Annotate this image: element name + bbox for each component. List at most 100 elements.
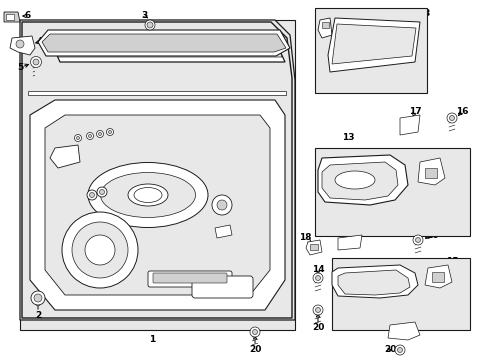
Polygon shape: [317, 155, 407, 205]
Polygon shape: [20, 20, 294, 320]
Bar: [20, 20, 294, 330]
Circle shape: [34, 294, 42, 302]
Circle shape: [99, 189, 104, 194]
Text: 20: 20: [383, 346, 395, 355]
Circle shape: [76, 136, 80, 139]
Polygon shape: [30, 100, 285, 310]
Text: 19: 19: [376, 321, 388, 330]
Polygon shape: [42, 34, 285, 52]
Circle shape: [249, 327, 260, 337]
Circle shape: [315, 275, 320, 280]
Circle shape: [312, 305, 323, 315]
Circle shape: [97, 187, 107, 197]
Polygon shape: [337, 235, 361, 250]
Ellipse shape: [101, 172, 195, 217]
Polygon shape: [215, 225, 231, 238]
Circle shape: [217, 200, 226, 210]
Polygon shape: [4, 12, 20, 22]
Circle shape: [86, 132, 93, 139]
Circle shape: [448, 116, 453, 121]
Circle shape: [31, 291, 45, 305]
Polygon shape: [22, 22, 291, 318]
Text: 17: 17: [356, 229, 368, 238]
Ellipse shape: [88, 162, 207, 228]
Polygon shape: [305, 240, 321, 255]
Text: 12: 12: [243, 224, 256, 233]
Polygon shape: [45, 115, 269, 295]
Circle shape: [397, 347, 402, 352]
Bar: [28, 91, 285, 95]
Polygon shape: [35, 65, 289, 315]
Bar: [431, 272, 443, 282]
Polygon shape: [20, 62, 294, 320]
FancyBboxPatch shape: [148, 271, 231, 287]
Text: 3: 3: [142, 10, 148, 19]
Bar: [6, 14, 14, 20]
Bar: [314, 8, 426, 93]
Polygon shape: [317, 18, 331, 38]
FancyBboxPatch shape: [192, 276, 252, 298]
Text: 7: 7: [274, 45, 281, 54]
Polygon shape: [55, 46, 282, 57]
Circle shape: [30, 57, 41, 68]
Circle shape: [415, 238, 420, 243]
Text: 15: 15: [425, 193, 437, 202]
Text: 15: 15: [445, 257, 457, 266]
Bar: [424, 168, 436, 178]
Text: 2: 2: [35, 310, 41, 320]
Circle shape: [96, 130, 103, 138]
Circle shape: [108, 130, 111, 134]
Bar: [309, 244, 317, 250]
Text: 20: 20: [248, 346, 261, 355]
Polygon shape: [424, 265, 451, 288]
Text: 1: 1: [148, 336, 155, 345]
Circle shape: [87, 190, 97, 200]
Bar: [314, 148, 469, 236]
Polygon shape: [321, 162, 397, 200]
Polygon shape: [50, 40, 285, 62]
Text: 16: 16: [455, 108, 468, 117]
Circle shape: [106, 129, 113, 135]
Text: 18: 18: [298, 234, 311, 243]
Text: 16: 16: [425, 230, 437, 239]
Circle shape: [88, 135, 91, 138]
Circle shape: [394, 345, 404, 355]
Circle shape: [312, 273, 323, 283]
Polygon shape: [10, 36, 35, 55]
Polygon shape: [399, 115, 419, 135]
Text: 9: 9: [316, 77, 323, 86]
Circle shape: [62, 212, 138, 288]
Ellipse shape: [128, 184, 168, 206]
Text: 11: 11: [56, 157, 68, 166]
Circle shape: [89, 193, 94, 198]
Circle shape: [147, 22, 153, 28]
Circle shape: [252, 329, 257, 334]
Text: 5: 5: [17, 63, 23, 72]
Circle shape: [412, 235, 422, 245]
Polygon shape: [417, 158, 444, 185]
Polygon shape: [331, 24, 415, 64]
Polygon shape: [38, 30, 289, 56]
Polygon shape: [50, 145, 80, 168]
Circle shape: [446, 113, 456, 123]
Text: 7: 7: [270, 45, 277, 54]
Text: 4: 4: [37, 37, 43, 46]
Ellipse shape: [334, 171, 374, 189]
Circle shape: [16, 40, 24, 48]
Bar: [321, 22, 328, 28]
Text: 14: 14: [311, 265, 324, 274]
Text: 20: 20: [311, 324, 324, 333]
Circle shape: [74, 135, 81, 141]
Polygon shape: [337, 270, 409, 295]
Text: 6: 6: [25, 12, 31, 21]
Text: 10: 10: [239, 285, 252, 294]
Circle shape: [85, 235, 115, 265]
Circle shape: [33, 59, 39, 65]
Ellipse shape: [134, 188, 162, 202]
Polygon shape: [24, 65, 290, 316]
Circle shape: [72, 222, 128, 278]
Circle shape: [212, 195, 231, 215]
Circle shape: [145, 20, 155, 30]
Polygon shape: [387, 322, 419, 340]
Circle shape: [98, 132, 102, 135]
